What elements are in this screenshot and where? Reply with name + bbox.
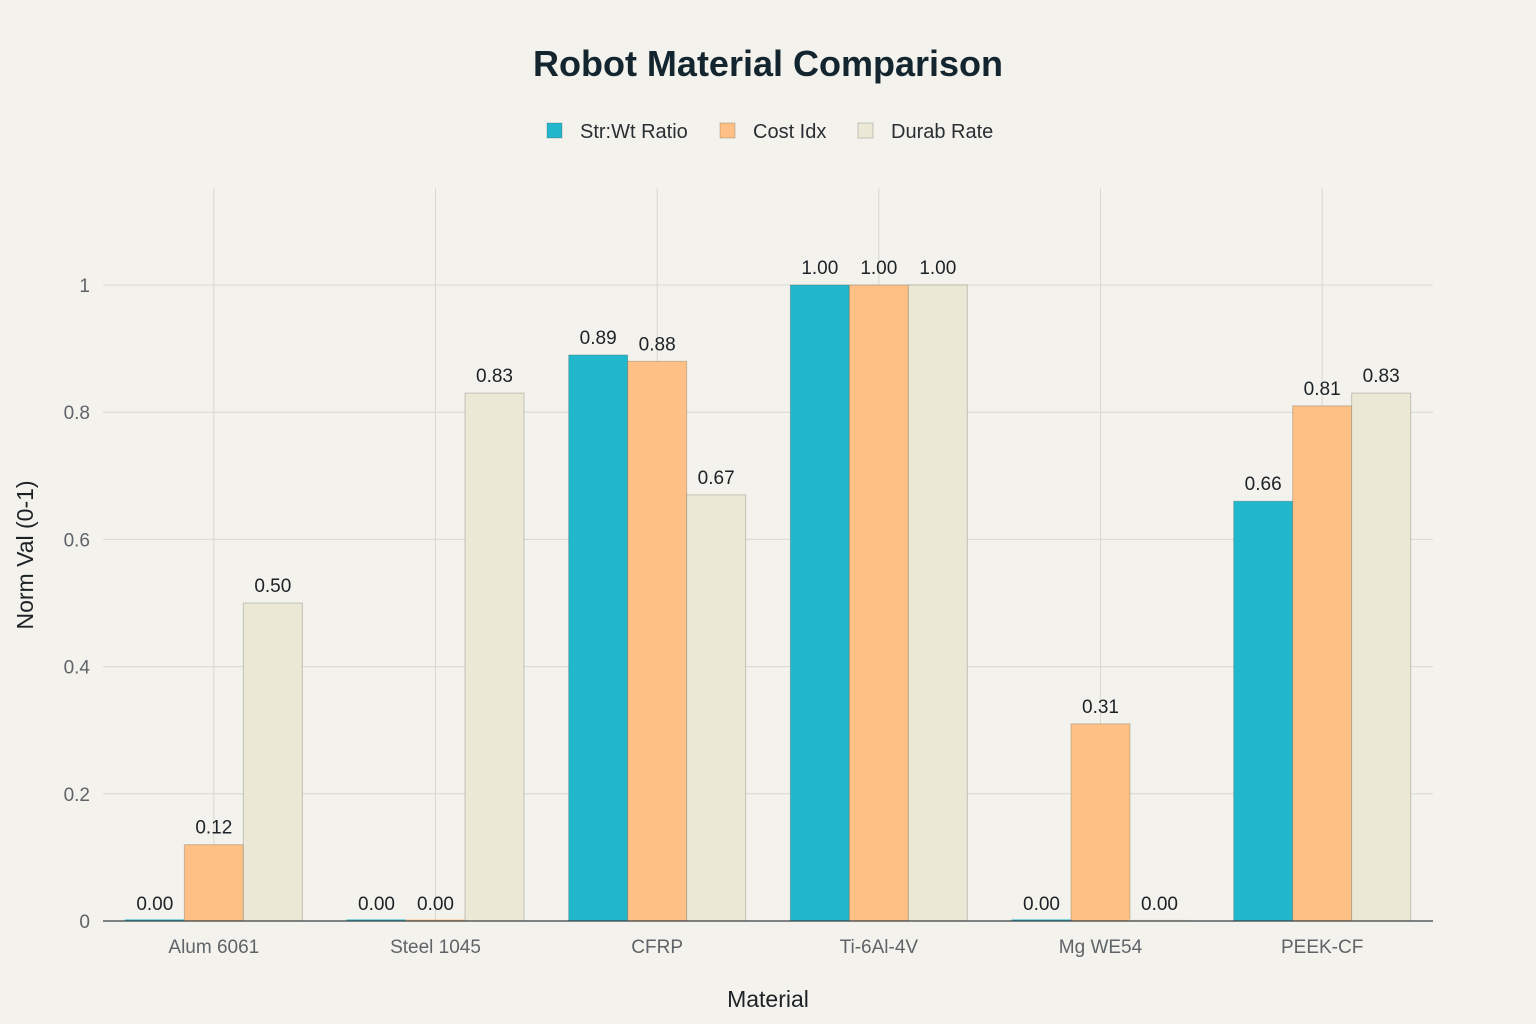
chart-title: Robot Material Comparison bbox=[533, 43, 1003, 84]
data-label: 0.83 bbox=[476, 366, 513, 387]
bar-durab-rate bbox=[686, 494, 747, 922]
y-axis-ticks: 0 0.2 0.4 0.6 0.8 1 bbox=[64, 276, 91, 933]
bar-durab-rate bbox=[242, 602, 303, 922]
y-tick-label: 1 bbox=[79, 276, 90, 297]
data-label: 0.00 bbox=[1141, 894, 1178, 915]
x-axis-ticks: Alum 6061 Steel 1045 CFRP Ti-6Al-4V Mg WE54 P… bbox=[168, 937, 1363, 958]
data-label: 0.88 bbox=[639, 334, 676, 355]
legend-item[interactable]: Durab Rate bbox=[857, 121, 993, 143]
bar-cost-idx bbox=[1292, 405, 1353, 922]
y-tick-label: 0.8 bbox=[64, 403, 90, 424]
legend-swatch bbox=[719, 122, 736, 139]
legend: Str:Wt Ratio Cost Idx Durab Rate bbox=[546, 121, 993, 143]
x-tick-label: PEEK-CF bbox=[1281, 937, 1363, 958]
data-label: 1.00 bbox=[801, 258, 838, 279]
data-label: 0.00 bbox=[1023, 894, 1060, 915]
data-label: 1.00 bbox=[919, 258, 956, 279]
x-tick-label: Alum 6061 bbox=[168, 937, 259, 958]
legend-item[interactable]: Cost Idx bbox=[719, 121, 826, 143]
legend-item[interactable]: Str:Wt Ratio bbox=[546, 121, 688, 143]
legend-swatch bbox=[546, 122, 563, 139]
bars bbox=[124, 284, 1412, 922]
bar-cost-idx bbox=[627, 360, 688, 922]
legend-swatch bbox=[857, 122, 874, 139]
data-label: 0.66 bbox=[1245, 474, 1282, 495]
data-label: 0.00 bbox=[417, 894, 454, 915]
data-label: 0.50 bbox=[254, 576, 291, 597]
bar-cost-idx bbox=[183, 844, 244, 922]
bar-str-wt-ratio bbox=[1233, 500, 1294, 922]
x-tick-label: Ti-6Al-4V bbox=[840, 937, 919, 958]
data-label: 0.89 bbox=[580, 328, 617, 349]
x-axis-title: Material bbox=[727, 986, 809, 1012]
bar-durab-rate bbox=[907, 284, 968, 922]
data-label: 0.00 bbox=[136, 894, 173, 915]
legend-label: Durab Rate bbox=[891, 121, 993, 143]
bar-cost-idx bbox=[1070, 723, 1131, 922]
data-label: 0.67 bbox=[698, 468, 735, 489]
data-label: 1.00 bbox=[860, 258, 897, 279]
data-label: 0.31 bbox=[1082, 697, 1119, 718]
data-label: 0.12 bbox=[195, 818, 232, 839]
data-label: 0.83 bbox=[1363, 366, 1400, 387]
y-axis-title: Norm Val (0-1) bbox=[12, 480, 38, 629]
y-tick-label: 0.2 bbox=[64, 785, 90, 806]
x-tick-label: Mg WE54 bbox=[1059, 937, 1143, 958]
bar-durab-rate bbox=[1351, 392, 1412, 922]
y-tick-label: 0 bbox=[79, 912, 90, 933]
x-tick-label: CFRP bbox=[631, 937, 683, 958]
data-label: 0.81 bbox=[1304, 379, 1341, 400]
data-label: 0.00 bbox=[358, 894, 395, 915]
legend-label: Str:Wt Ratio bbox=[580, 121, 688, 143]
x-tick-label: Steel 1045 bbox=[390, 937, 481, 958]
bar-cost-idx bbox=[848, 284, 909, 922]
bar-str-wt-ratio bbox=[789, 284, 850, 922]
legend-label: Cost Idx bbox=[753, 121, 826, 143]
data-labels: 0.00 0.12 0.50 0.00 0.00 0.83 0.89 0.88 0.67 1.00… bbox=[136, 258, 1399, 915]
bar-durab-rate bbox=[464, 392, 525, 922]
bar-str-wt-ratio bbox=[568, 354, 629, 922]
y-tick-label: 0.4 bbox=[64, 658, 91, 679]
y-tick-label: 0.6 bbox=[64, 530, 90, 551]
